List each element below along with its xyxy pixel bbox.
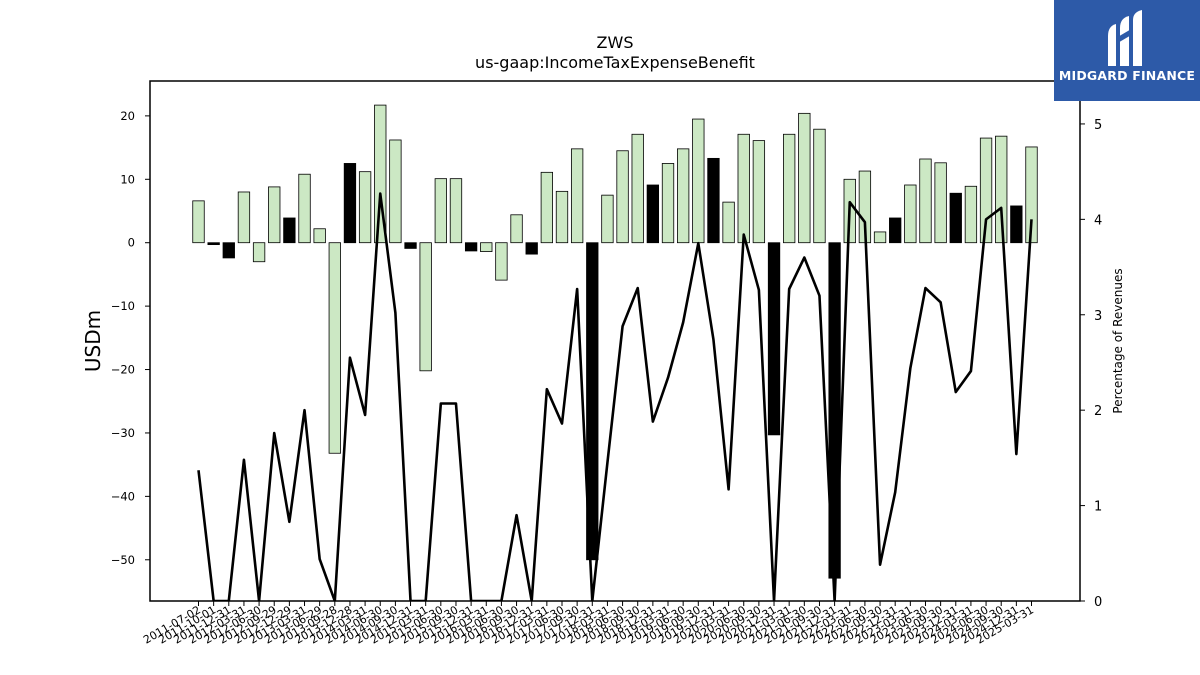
- bar-2024-06-30: [979, 137, 993, 244]
- y2-tick-label: 0: [1094, 595, 1102, 610]
- y-axis-label: USDm: [81, 310, 105, 372]
- bar-2021-03-31: [783, 133, 796, 244]
- chart-subtitle: us-gaap:IncomeTaxExpenseBenefit: [475, 53, 755, 72]
- bar-2023-06-30: [919, 158, 932, 244]
- bar-2016-12-31: [525, 242, 538, 255]
- bar-2015-03-31: [419, 242, 432, 372]
- bars-layer: [192, 104, 1038, 579]
- logo-text: MIDGARD FINANCE: [1058, 68, 1196, 83]
- bar-2019-09-30: [692, 118, 705, 244]
- bar-2018-03-31: [601, 194, 614, 244]
- axes-layer: 20100−10−20−30−40−500123452011-07-022011…: [111, 109, 1103, 647]
- y-tick-label: 20: [120, 109, 135, 123]
- bar-2024-03-31: [964, 185, 978, 244]
- bar-2011-07-02: [192, 200, 205, 244]
- bar-2018-06-30: [616, 150, 629, 244]
- bar-2020-12-31: [767, 242, 781, 436]
- y2-tick-label: 2: [1094, 404, 1102, 419]
- bar-2023-09-30: [934, 162, 947, 244]
- bar-2017-09-30: [570, 148, 584, 244]
- y2-tick-label: 5: [1094, 118, 1102, 133]
- bar-2015-06-30: [434, 178, 447, 244]
- bar-2012-03-31: [237, 191, 251, 244]
- y-tick-label: −50: [111, 553, 135, 567]
- y-tick-label: −30: [111, 426, 135, 440]
- bar-2014-06-30: [374, 104, 387, 244]
- bar-2019-12-31: [707, 157, 720, 244]
- midgard-finance-logo: MIDGARD FINANCE: [1054, 0, 1200, 101]
- bar-2021-06-30: [798, 112, 811, 244]
- bar-2020-03-31: [722, 201, 735, 244]
- bar-2014-12-31: [404, 242, 417, 249]
- y2-tick-label: 1: [1094, 500, 1102, 515]
- bar-2019-03-31: [661, 163, 675, 244]
- line-layer: [197, 192, 1033, 601]
- bar-2020-06-30: [737, 133, 750, 244]
- bar-2013-06-29: [313, 228, 326, 244]
- bar-2020-09-30: [752, 140, 766, 244]
- plot-frame: [149, 80, 1081, 602]
- bar-2021-09-30: [813, 128, 826, 244]
- bar-2016-06-30: [495, 242, 508, 281]
- bar-2016-03-31: [480, 242, 493, 252]
- y2-tick-label: 3: [1094, 309, 1102, 324]
- bar-2012-06-30: [252, 242, 266, 263]
- bar-2013-03-31: [298, 173, 311, 244]
- y-tick-label: 0: [128, 236, 135, 250]
- y2-tick-label: 4: [1094, 213, 1102, 228]
- bar-2014-03-31: [358, 171, 372, 244]
- y2-axis-label: Percentage of Revenues: [1111, 268, 1125, 413]
- bar-2022-09-30: [873, 231, 887, 244]
- bar-2023-12-31: [949, 192, 962, 244]
- bar-2013-12-28: [343, 163, 357, 244]
- bar-2016-09-30: [510, 214, 523, 244]
- bar-2017-06-30: [555, 190, 569, 244]
- y-tick-label: −20: [111, 363, 135, 377]
- bar-2013-09-28: [328, 242, 341, 454]
- chart-title: ZWS: [597, 33, 634, 52]
- bar-2012-12-29: [283, 217, 296, 244]
- y-tick-label: 10: [120, 172, 135, 186]
- bar-2024-12-31: [1010, 205, 1023, 244]
- y-tick-label: −10: [111, 299, 135, 313]
- bar-2018-09-30: [631, 133, 644, 244]
- bar-2015-12-31: [464, 242, 478, 252]
- bar-2019-06-30: [677, 148, 690, 244]
- bar-2023-03-31: [904, 184, 917, 244]
- bar-2012-09-29: [268, 186, 281, 244]
- bar-2014-09-30: [389, 139, 402, 244]
- bar-2011-12-31: [222, 242, 235, 259]
- bar-2025-03-31: [1025, 146, 1038, 244]
- bar-2017-03-31: [540, 171, 553, 244]
- bar-2018-12-31: [646, 184, 660, 244]
- midgard-logo-icon: [1108, 10, 1142, 66]
- bar-2017-12-31: [586, 242, 599, 561]
- line-percentage-of-revenues: [197, 192, 1033, 601]
- bar-2011-10-01: [207, 242, 220, 246]
- y-tick-label: −40: [111, 489, 135, 503]
- bar-2024-09-30: [995, 135, 1008, 244]
- bar-2015-09-30: [449, 178, 463, 244]
- bar-2022-12-31: [889, 217, 902, 244]
